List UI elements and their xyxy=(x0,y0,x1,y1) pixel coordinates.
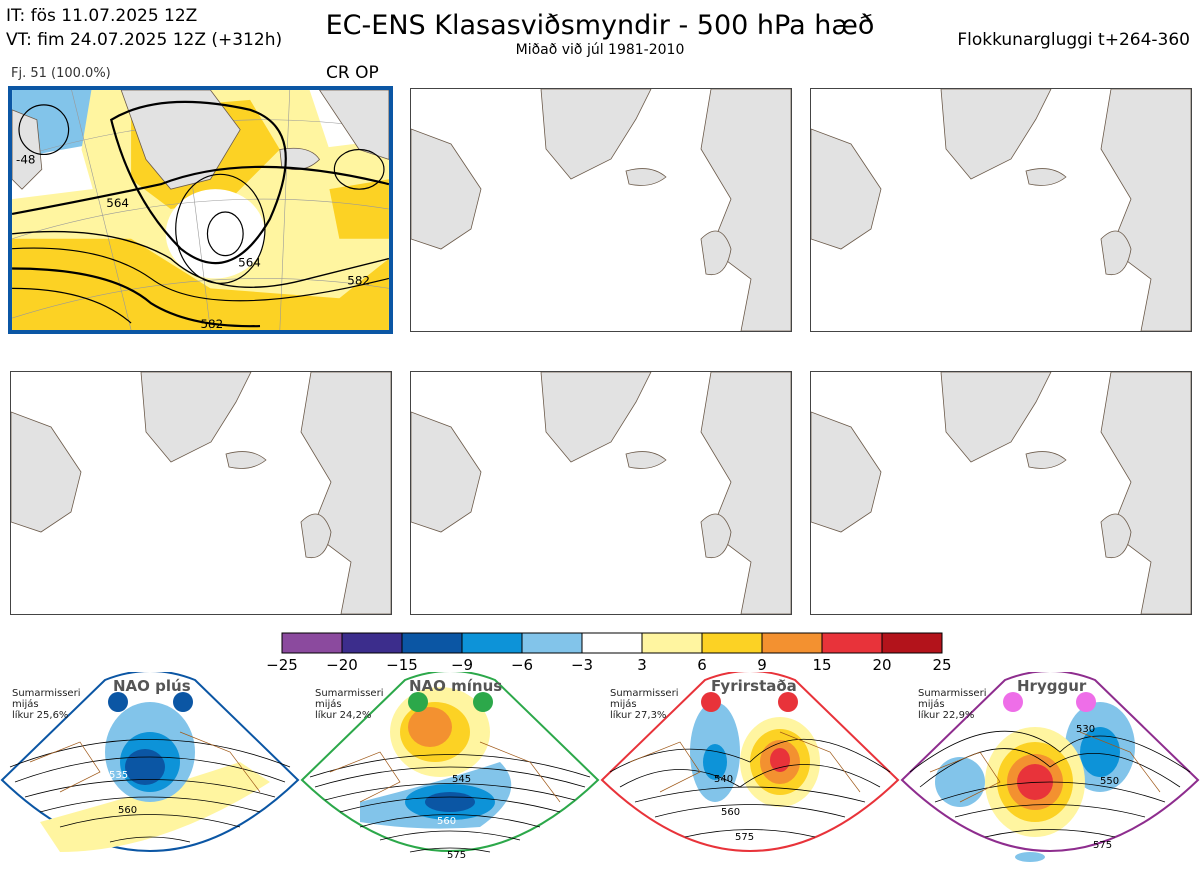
colorbar-tick-label: 25 xyxy=(932,656,952,674)
regime-season: Sumarmisseri xyxy=(12,688,81,699)
page-subtitle: Miðað við júl 1981-2010 xyxy=(515,42,685,58)
colorbar-tick-label: −25 xyxy=(266,656,298,674)
cluster-map-6[interactable] xyxy=(810,371,1192,615)
cluster-map-2[interactable] xyxy=(410,88,792,332)
regime-mean: mijás xyxy=(315,699,342,710)
regime-season: Sumarmisseri xyxy=(610,688,679,699)
regime-blocking[interactable]: 540 560 575 Sumarmisseri mijás líkur 27,… xyxy=(600,670,900,871)
anomaly-colorbar xyxy=(281,632,943,654)
regime-nao-minus[interactable]: 545 560 575 Sumarmisseri mijás líkur 24,… xyxy=(300,670,600,871)
contour-label: 564 xyxy=(238,256,261,270)
colorbar-swatch xyxy=(761,632,823,654)
colorbar-tick-label: −15 xyxy=(386,656,418,674)
contour-label: 530 xyxy=(1076,724,1095,735)
cluster-map-1[interactable]: 564 564 582 582 -48 xyxy=(8,86,393,334)
regime-name: Fyrirstaða xyxy=(711,677,797,695)
regime-name: NAO mínus xyxy=(409,677,503,695)
contour-label: 582 xyxy=(201,317,224,330)
regime-nao-plus[interactable]: 535 560 Sumarmisseri mijás líkur 25,6% N… xyxy=(0,670,300,871)
cluster-label: Fj. 51 (100.0%) xyxy=(11,66,111,81)
contour-label: 545 xyxy=(452,774,471,785)
contour-label: 550 xyxy=(1100,776,1119,787)
contour-label: 560 xyxy=(437,816,456,827)
colorbar-swatch xyxy=(581,632,643,654)
regime-season: Sumarmisseri xyxy=(918,688,987,699)
colorbar-swatch xyxy=(281,632,343,654)
colorbar-swatch xyxy=(641,632,703,654)
page-title: EC-ENS Klasasviðsmyndir - 500 hPa hæð xyxy=(325,10,875,41)
colorbar-swatch xyxy=(821,632,883,654)
contour-label: 560 xyxy=(118,805,137,816)
valid-time: VT: fim 24.07.2025 12Z (+312h) xyxy=(6,30,283,50)
regime-probability: líkur 24,2% xyxy=(315,710,372,721)
colorbar-tick-label: 3 xyxy=(637,656,647,674)
colorbar-swatch xyxy=(701,632,763,654)
regime-ridge[interactable]: 530 550 575 Sumarmisseri mijás líkur 22,… xyxy=(900,670,1200,871)
colorbar-swatch xyxy=(341,632,403,654)
regime-mean: mijás xyxy=(918,699,945,710)
colorbar-swatch xyxy=(461,632,523,654)
cluster-map-4[interactable] xyxy=(10,371,392,615)
regime-mean: mijás xyxy=(12,699,39,710)
colorbar-tick-label: −9 xyxy=(450,656,474,674)
colorbar-tick-label: −20 xyxy=(326,656,358,674)
classification-window: Flokkunargluggi t+264-360 xyxy=(957,30,1190,50)
colorbar-tick-label: 20 xyxy=(872,656,892,674)
colorbar-tick-label: 15 xyxy=(812,656,832,674)
contour-label: 575 xyxy=(447,850,466,861)
regime-mean: mijás xyxy=(610,699,637,710)
contour-label: 560 xyxy=(721,807,740,818)
cluster-map-3[interactable] xyxy=(810,88,1192,332)
strong-positive-anomaly xyxy=(329,179,389,239)
regime-probability: líkur 27,3% xyxy=(610,710,667,721)
contour-label: 575 xyxy=(735,832,754,843)
colorbar-tick-label: 6 xyxy=(697,656,707,674)
regime-name: NAO plús xyxy=(113,677,191,695)
colorbar-tick-label: −6 xyxy=(510,656,534,674)
contour-label: 564 xyxy=(106,196,129,210)
regime-probability: líkur 22,9% xyxy=(918,710,975,721)
colorbar-swatch xyxy=(881,632,943,654)
contour-label: 535 xyxy=(109,770,128,781)
contour-label: 575 xyxy=(1093,840,1112,851)
regime-season: Sumarmisseri xyxy=(315,688,384,699)
colorbar-tick-label: −3 xyxy=(570,656,594,674)
cluster-map-5[interactable] xyxy=(410,371,792,615)
contour-label: 540 xyxy=(714,774,733,785)
contour-label: -48 xyxy=(16,152,35,166)
cluster-code: CR OP xyxy=(326,63,379,83)
colorbar-tick-label: 9 xyxy=(757,656,767,674)
colorbar-swatch xyxy=(521,632,583,654)
contour-label: 582 xyxy=(347,273,370,287)
regime-name: Hryggur xyxy=(1017,677,1087,695)
initial-time: IT: fös 11.07.2025 12Z xyxy=(6,6,198,26)
regime-probability: líkur 25,6% xyxy=(12,710,69,721)
colorbar-swatch xyxy=(401,632,463,654)
